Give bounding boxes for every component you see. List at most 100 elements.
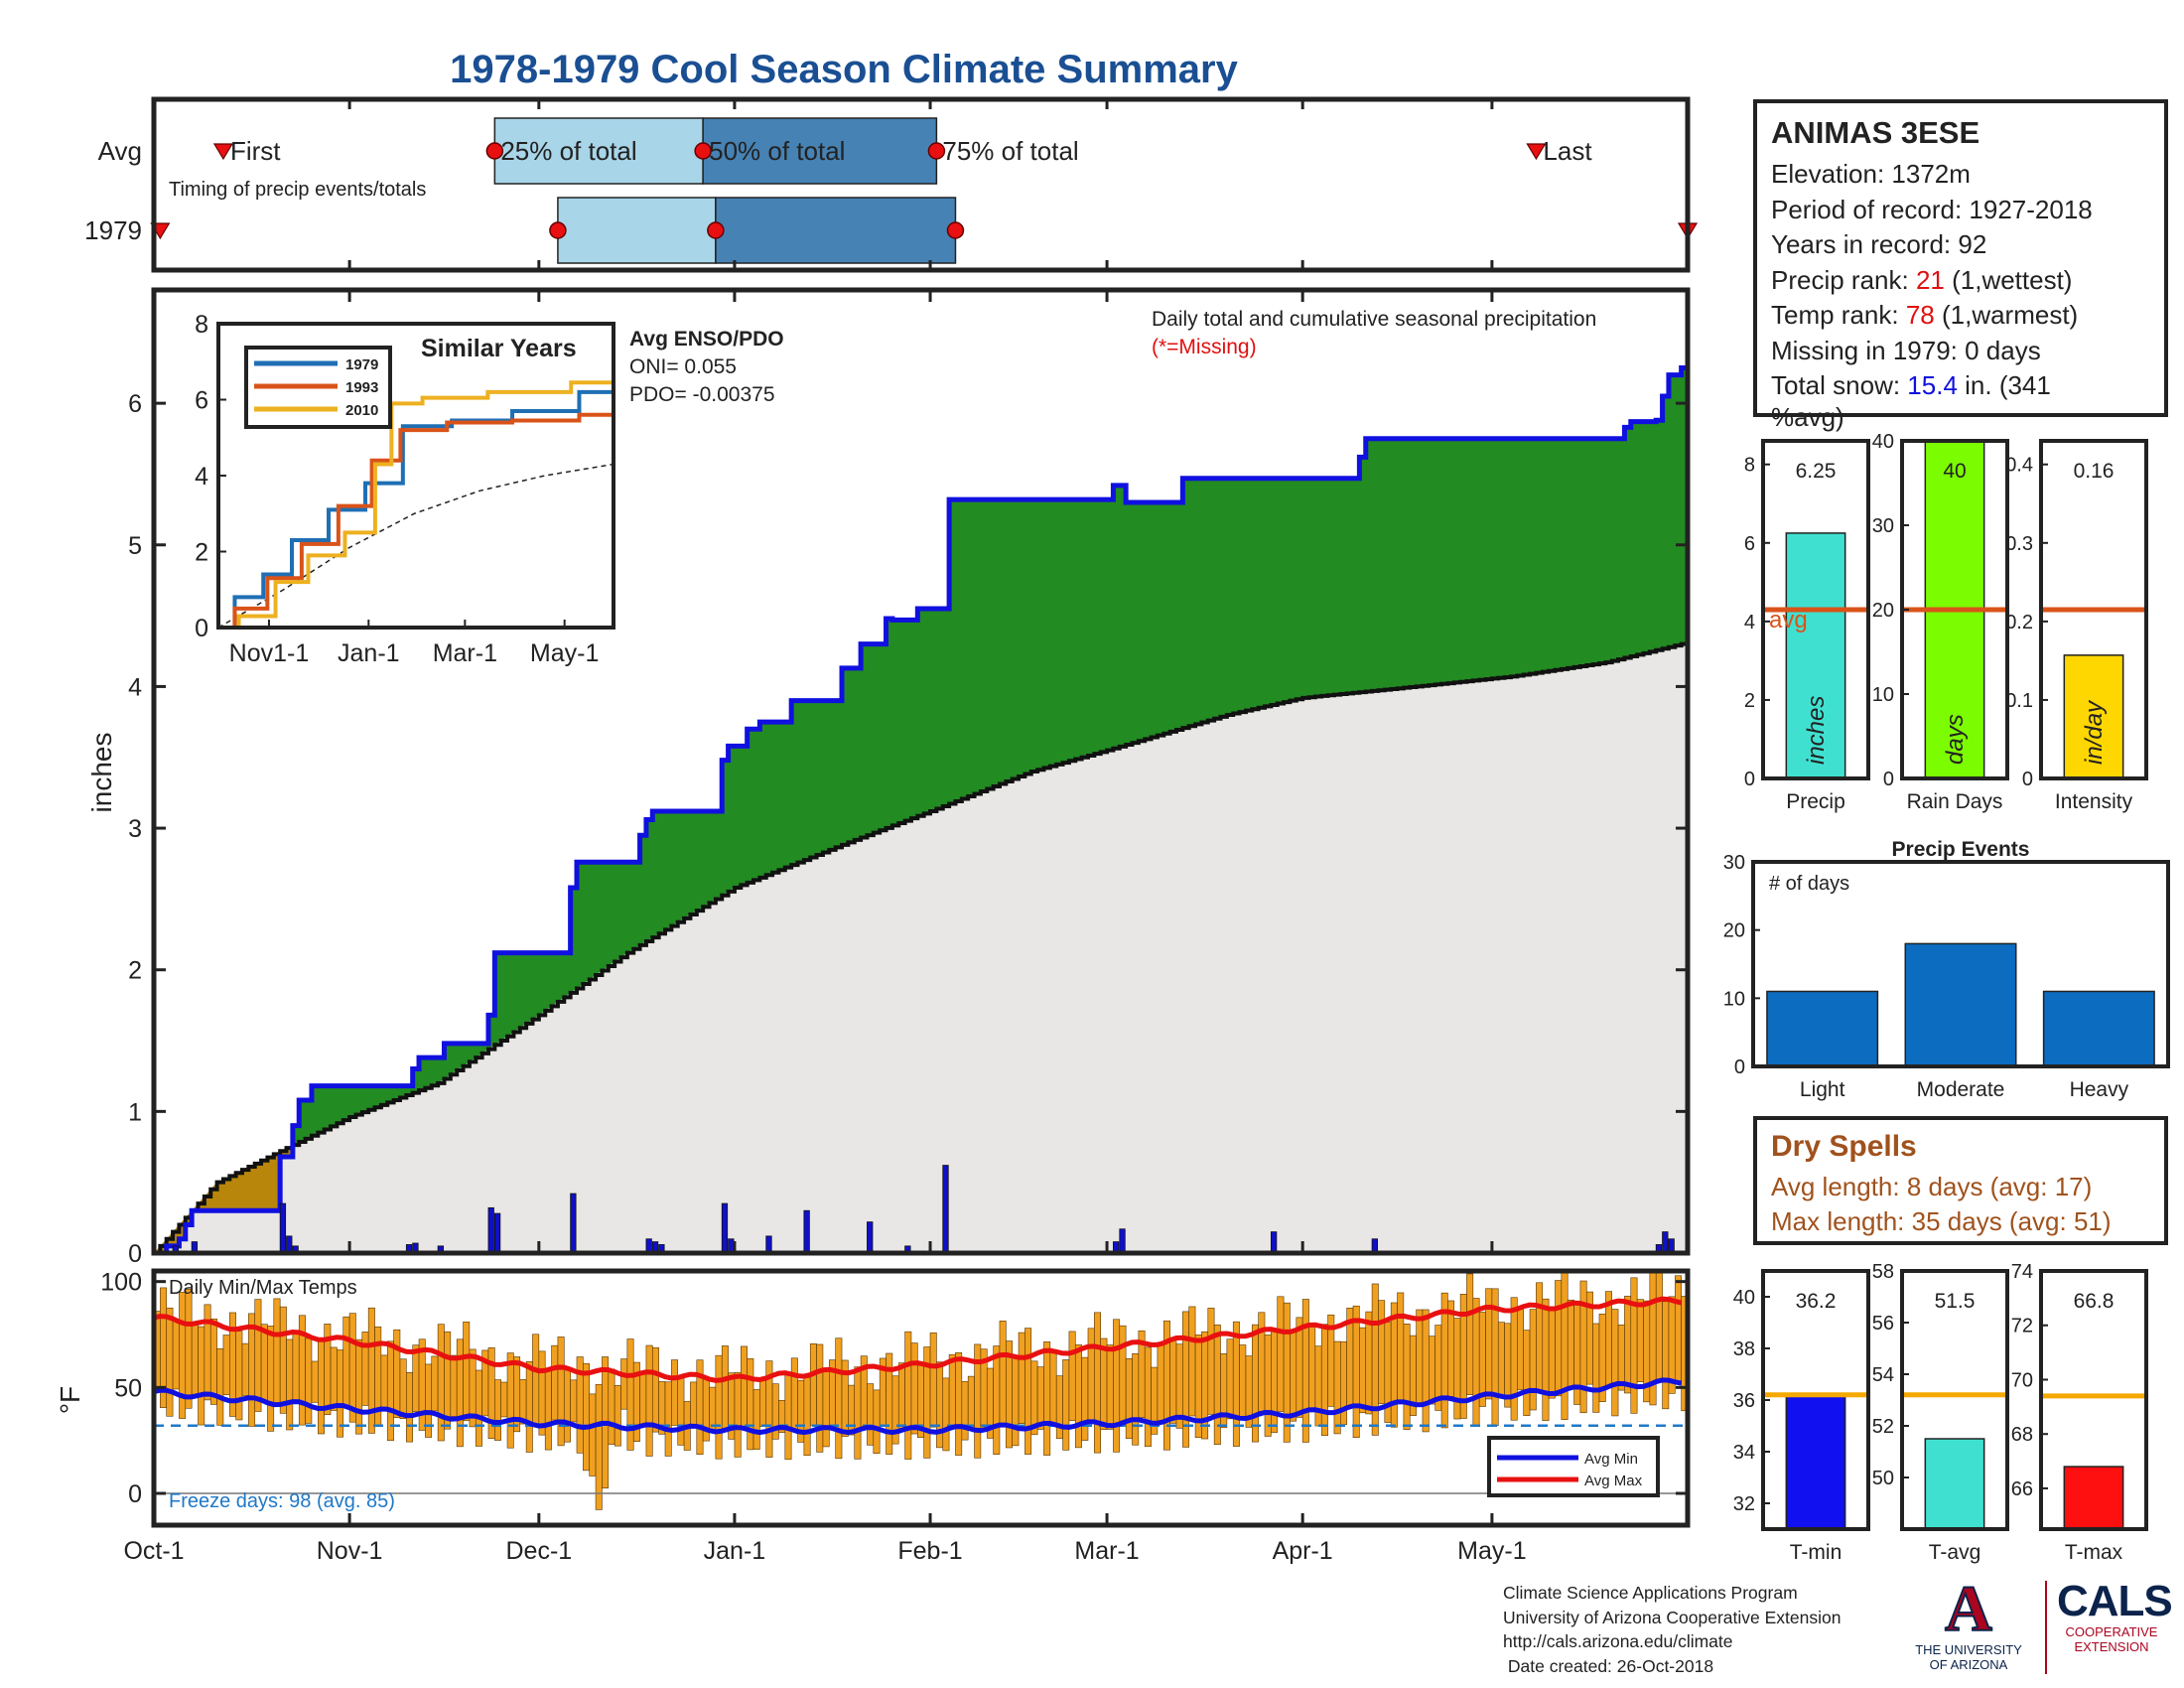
daily-temp-bar xyxy=(260,1324,268,1403)
daily-temp-bar xyxy=(1113,1319,1121,1453)
timing-label-p50: 50% of total xyxy=(709,136,845,166)
precip-y-axis-label: inches xyxy=(86,733,117,813)
daily-temp-bar xyxy=(1119,1325,1127,1422)
daily-precip-bar xyxy=(570,1193,577,1254)
daily-precip-bar xyxy=(721,1202,729,1254)
similar-year-line-2010 xyxy=(218,380,614,630)
daily-temp-bar xyxy=(1125,1357,1133,1440)
summary-bar-intensity xyxy=(2063,654,2124,779)
average-cumulative-area xyxy=(154,643,1688,1253)
timing-row-label: 1979 xyxy=(84,215,142,245)
daily-temp-bar xyxy=(961,1381,969,1441)
temp-legend-label: Avg Max xyxy=(1584,1473,1643,1489)
daily-temp-bar xyxy=(816,1343,824,1453)
summary-category-label: Intensity xyxy=(2055,790,2133,813)
daily-temp-bar xyxy=(1655,1271,1663,1380)
snow-suffix-2: %avg) xyxy=(1771,401,1844,432)
daily-temp-bar xyxy=(690,1381,698,1425)
daily-temp-bar xyxy=(740,1345,748,1427)
summary-category-label: Rain Days xyxy=(1907,790,2003,813)
timing-panel-frame xyxy=(151,96,1691,273)
daily-temp-bar xyxy=(1094,1312,1102,1454)
daily-temp-bar xyxy=(677,1375,685,1446)
x-axis-tick-label: May-1 xyxy=(1457,1537,1526,1565)
summary-y-tick-label: 34 xyxy=(1733,1442,1755,1464)
daily-temp-bar xyxy=(1397,1292,1405,1401)
summary-y-tick-label: 6 xyxy=(1744,533,1755,555)
daily-temp-bar xyxy=(1523,1330,1531,1416)
daily-temp-bar xyxy=(1548,1309,1556,1399)
timing-marker-last xyxy=(1526,143,1547,161)
daily-temp-bar xyxy=(904,1331,912,1460)
summary-unit-label: inches xyxy=(1803,696,1830,765)
cals-mark: CALS xyxy=(2057,1577,2173,1625)
daily-temp-bar xyxy=(1517,1307,1524,1391)
daily-temp-bar xyxy=(431,1355,439,1412)
summary-bar-t-max xyxy=(2063,1466,2124,1530)
daily-temp-bar xyxy=(1188,1306,1196,1417)
daily-temp-bar xyxy=(1497,1322,1505,1397)
daily-temp-bar xyxy=(1012,1355,1020,1447)
daily-temp-bar xyxy=(626,1338,634,1451)
precip-y-tick-label: 5 xyxy=(128,532,142,560)
daily-temp-bar xyxy=(734,1371,742,1458)
daily-temp-bar xyxy=(1271,1328,1279,1433)
temp-rank-prefix: Temp rank: xyxy=(1771,300,1906,330)
daily-temp-bar xyxy=(1100,1337,1108,1430)
daily-temp-bar xyxy=(412,1344,420,1412)
snow-prefix: Total snow: xyxy=(1771,370,1908,400)
temp-y-tick-label: 50 xyxy=(114,1374,142,1402)
daily-precip-bar xyxy=(867,1221,874,1254)
daily-temp-bar xyxy=(835,1337,843,1460)
timing-row-label: Avg xyxy=(98,136,142,166)
footer-line-2: University of Arizona Cooperative Extens… xyxy=(1503,1607,1842,1627)
inset-average-line xyxy=(217,463,614,629)
logo-divider xyxy=(2045,1581,2047,1674)
daily-temp-bar xyxy=(1403,1323,1411,1430)
temp-y-axis-label: °F xyxy=(55,1386,85,1414)
daily-temp-bar xyxy=(967,1375,975,1431)
precip-events-bar-light xyxy=(1766,990,1879,1067)
daily-temp-bar xyxy=(784,1372,792,1461)
timing-marker-p50 xyxy=(707,221,725,239)
summary-category-label: T-avg xyxy=(1929,1541,1981,1564)
inset-y-tick-label: 4 xyxy=(195,463,208,491)
daily-temp-bar xyxy=(1277,1296,1285,1412)
daily-temp-bar xyxy=(279,1306,287,1414)
daily-temp-bar xyxy=(393,1329,401,1419)
summary-y-tick-label: 38 xyxy=(1733,1338,1755,1360)
cals-text-2: EXTENSION xyxy=(2074,1639,2149,1654)
precip-events-bar-moderate xyxy=(1904,942,2017,1067)
precip-y-tick-label: 4 xyxy=(128,673,142,701)
daily-temp-bar xyxy=(873,1389,881,1455)
daily-precip-bar xyxy=(279,1202,287,1254)
daily-temp-bar xyxy=(538,1350,546,1436)
precip-events-category-label: Moderate xyxy=(1917,1078,2005,1101)
temp-rank: Temp rank: 78 (1,warmest) xyxy=(1771,298,2150,334)
daily-temp-bar xyxy=(1416,1309,1424,1404)
daily-temp-bar xyxy=(367,1307,375,1434)
x-axis-tick-label: Feb-1 xyxy=(897,1537,962,1565)
daily-temp-bar xyxy=(337,1349,344,1438)
precip-rank-prefix: Precip rank: xyxy=(1771,264,1916,295)
footer-link[interactable]: http://cals.arizona.edu/climate xyxy=(1503,1631,1733,1651)
dry-spells-heading: Dry Spells xyxy=(1771,1130,1917,1163)
daily-temp-bar xyxy=(1062,1359,1070,1451)
summary-y-tick-label: 58 xyxy=(1872,1261,1894,1283)
x-axis-tick-label: Dec-1 xyxy=(505,1537,572,1565)
daily-temp-bar xyxy=(305,1337,313,1424)
inset-y-tick-label: 8 xyxy=(195,311,208,339)
daily-temp-bar xyxy=(822,1369,830,1448)
summary-unit-label: in/day xyxy=(2081,699,2108,765)
daily-temp-bar xyxy=(506,1352,514,1449)
daily-temp-bar xyxy=(267,1326,275,1432)
daily-precip-bar xyxy=(803,1209,810,1254)
daily-temp-bar xyxy=(1087,1328,1095,1423)
daily-temp-bar xyxy=(1049,1348,1057,1426)
daily-temp-bar xyxy=(1510,1297,1518,1421)
daily-precip-bar xyxy=(286,1235,293,1254)
daily-temp-bar xyxy=(1301,1299,1309,1443)
daily-temp-bar xyxy=(179,1292,187,1419)
daily-temp-bar xyxy=(1617,1324,1625,1391)
daily-temp-bar xyxy=(1592,1323,1600,1413)
